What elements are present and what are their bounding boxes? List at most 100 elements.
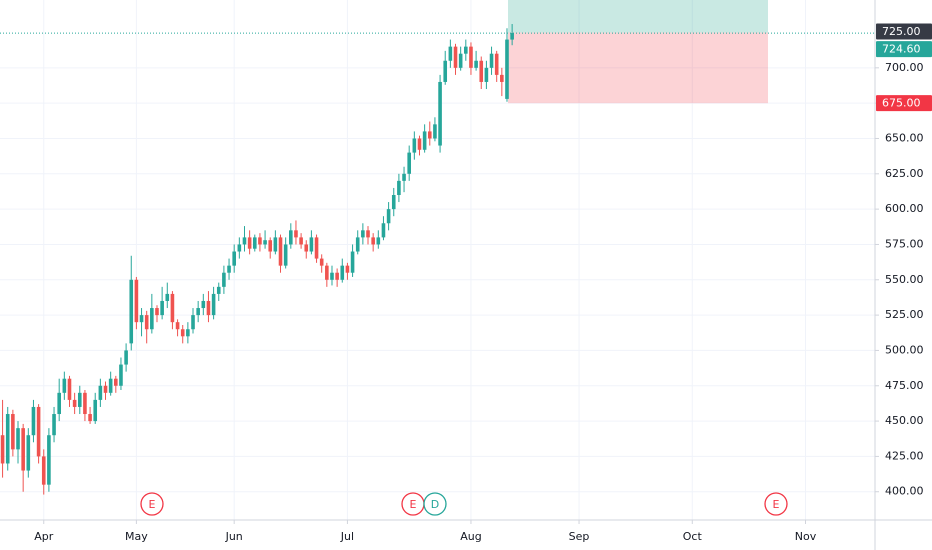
candle-body <box>41 456 46 485</box>
candle-body <box>433 124 437 139</box>
candle-body <box>98 385 103 400</box>
x-tick-label: Apr <box>34 530 54 543</box>
candle-body <box>258 237 262 245</box>
candle-body <box>309 237 314 252</box>
y-tick-label: 575.00 <box>885 237 924 250</box>
candle-body <box>500 74 504 82</box>
candle-body <box>407 152 411 174</box>
candle-body <box>88 414 92 422</box>
candle-body <box>355 237 360 252</box>
candle-body <box>371 237 375 245</box>
x-tick-label: Jun <box>225 530 243 543</box>
candle-body <box>484 67 489 82</box>
y-tick-label: 700.00 <box>885 61 924 74</box>
candle-body <box>335 272 339 280</box>
candle-body <box>216 286 221 294</box>
candle-body <box>438 81 442 146</box>
candle-body <box>263 240 267 245</box>
candle-body <box>314 237 319 259</box>
candle-body <box>72 399 77 407</box>
price-tag-label: 725.00 <box>882 25 921 38</box>
x-tick-label: Oct <box>683 530 703 543</box>
candle-body <box>77 392 82 407</box>
candle-body <box>129 279 134 344</box>
y-tick-label: 625.00 <box>885 167 924 180</box>
event-label[interactable]: E <box>149 498 156 511</box>
price-tag <box>876 23 932 40</box>
event-circle[interactable] <box>423 492 447 516</box>
event-label[interactable]: E <box>410 498 417 511</box>
candle-body <box>278 237 283 266</box>
candle-body <box>201 300 206 309</box>
event-circle[interactable] <box>140 492 164 516</box>
candle-body <box>191 315 195 330</box>
target-zone <box>508 0 768 33</box>
candle-body <box>11 414 15 450</box>
candle-body <box>155 308 159 316</box>
candle-body <box>16 428 20 450</box>
candle-body <box>381 223 386 238</box>
y-tick-label: 525.00 <box>885 308 924 321</box>
candle-body <box>52 414 56 436</box>
candle-body <box>211 293 216 316</box>
candle-body <box>458 53 463 68</box>
event-marker[interactable]: E <box>140 492 164 516</box>
x-tick-label: Aug <box>460 530 481 543</box>
candle-body <box>489 53 494 68</box>
candle-body <box>150 308 154 330</box>
candle-body <box>474 60 478 68</box>
candle-body <box>340 265 345 280</box>
event-marker[interactable]: E <box>764 492 788 516</box>
candle-body <box>47 435 51 485</box>
candle-body <box>325 265 329 280</box>
candle-body <box>31 406 36 436</box>
y-tick-label: 650.00 <box>885 131 924 144</box>
price-tag <box>876 95 932 112</box>
event-label[interactable]: D <box>431 498 439 511</box>
candle-body <box>139 315 144 323</box>
candle-body <box>165 293 170 301</box>
candle-body <box>402 173 406 181</box>
candle-body <box>283 244 288 266</box>
price-tag <box>876 41 932 58</box>
event-marker[interactable]: D <box>423 492 447 516</box>
x-tick-label: Jul <box>340 530 354 543</box>
candle-body <box>119 364 123 386</box>
stop-zone <box>508 32 768 104</box>
candle-body <box>376 237 381 245</box>
y-tick-label: 425.00 <box>885 449 924 462</box>
event-label[interactable]: E <box>773 498 780 511</box>
price-tag-label: 675.00 <box>882 97 921 110</box>
candle-body <box>345 265 350 273</box>
candle-body <box>299 237 303 245</box>
y-tick-label: 550.00 <box>885 273 924 286</box>
candle-body <box>62 378 67 393</box>
candle-body <box>268 240 273 252</box>
event-circle[interactable] <box>764 492 788 516</box>
candle-body <box>67 378 72 400</box>
x-tick-label: May <box>125 530 148 543</box>
candle-body <box>180 329 185 337</box>
candle-body <box>494 53 499 75</box>
candle-body <box>330 272 334 280</box>
y-tick-label: 600.00 <box>885 202 924 215</box>
candle-body <box>103 385 108 393</box>
candle-body <box>0 435 5 464</box>
candle-body <box>144 315 149 330</box>
candle-body <box>412 138 417 153</box>
candle-body <box>289 230 293 245</box>
y-tick-label: 400.00 <box>885 485 924 498</box>
candle-body <box>170 293 175 323</box>
candle-body <box>242 237 247 245</box>
candle-body <box>247 237 252 249</box>
candle-body <box>350 251 355 273</box>
candle-body <box>448 46 453 61</box>
candle-body <box>469 46 473 68</box>
candle-body <box>232 251 236 266</box>
x-tick-label: Nov <box>795 530 817 543</box>
candle-body <box>175 322 180 330</box>
candle-body <box>294 230 298 238</box>
x-tick-label: Sep <box>569 530 590 543</box>
event-marker[interactable]: E <box>401 492 425 516</box>
